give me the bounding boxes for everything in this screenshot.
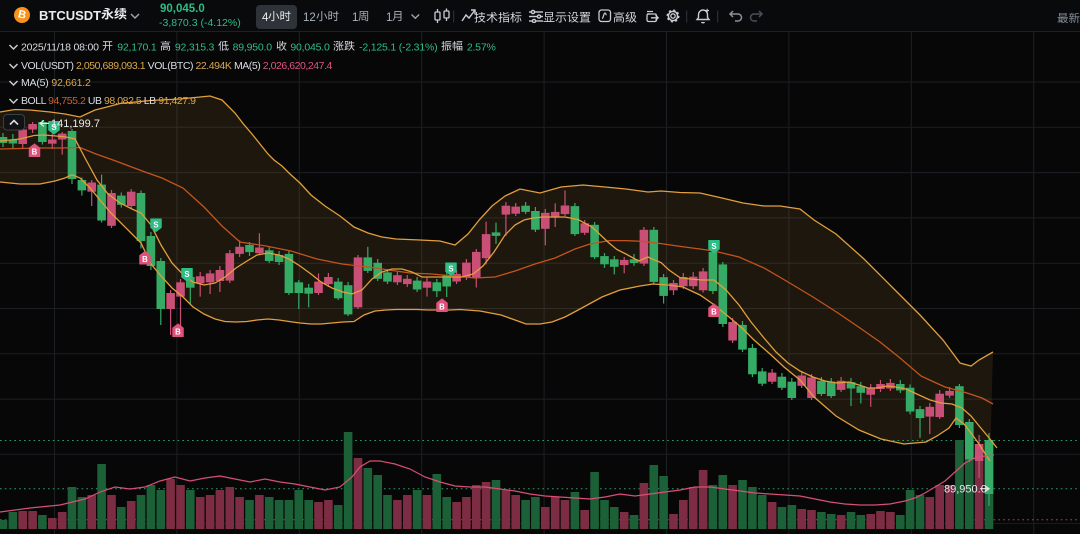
svg-text:B: B (32, 147, 38, 156)
svg-text:S: S (153, 221, 158, 230)
svg-text:S: S (711, 242, 716, 251)
svg-text:141,199.7: 141,199.7 (51, 118, 100, 130)
svg-text:B: B (439, 302, 445, 311)
svg-text:B: B (175, 327, 181, 336)
svg-text:B: B (142, 255, 148, 264)
svg-text:B: B (711, 307, 717, 316)
svg-text:S: S (448, 265, 453, 274)
svg-text:S: S (51, 123, 56, 132)
svg-text:89,950.0: 89,950.0 (944, 484, 987, 496)
svg-text:S: S (184, 270, 189, 279)
